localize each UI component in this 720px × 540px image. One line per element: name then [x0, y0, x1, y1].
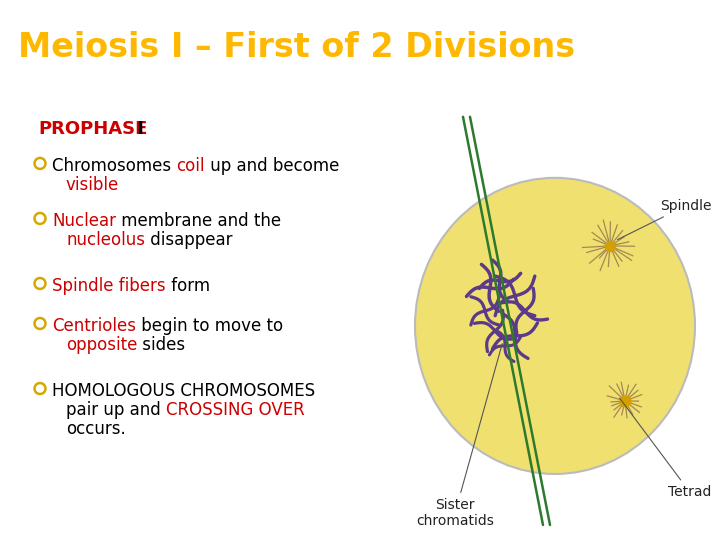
Text: Centrioles: Centrioles	[52, 317, 136, 335]
Text: Spindle: Spindle	[618, 199, 711, 240]
Text: Spindle fibers: Spindle fibers	[52, 277, 166, 295]
Text: coil: coil	[176, 157, 205, 175]
Text: Chromosomes: Chromosomes	[52, 157, 176, 175]
Bar	[622, 396, 628, 406]
Text: HOMOLOGOUS CHROMOSOMES: HOMOLOGOUS CHROMOSOMES	[52, 382, 315, 400]
Text: CROSSING OVER: CROSSING OVER	[166, 401, 305, 419]
Ellipse shape	[415, 178, 695, 474]
Bar	[620, 398, 630, 404]
Text: up and become: up and become	[205, 157, 339, 175]
Text: pair up and: pair up and	[66, 401, 166, 419]
Text: begin to move to: begin to move to	[136, 317, 283, 335]
Text: Nuclear: Nuclear	[52, 212, 116, 230]
Text: membrane and the: membrane and the	[116, 212, 281, 230]
Text: nucleolus: nucleolus	[66, 231, 145, 249]
Text: form: form	[166, 277, 210, 295]
Text: opposite: opposite	[66, 336, 138, 354]
Text: Tetrad: Tetrad	[620, 398, 711, 499]
Text: visible: visible	[66, 176, 120, 194]
Text: I: I	[131, 120, 144, 138]
Bar	[607, 241, 613, 251]
Text: Meiosis I – First of 2 Divisions: Meiosis I – First of 2 Divisions	[18, 31, 575, 64]
Text: disappear: disappear	[145, 231, 233, 249]
Text: PROPHASE: PROPHASE	[38, 120, 148, 138]
Text: occurs.: occurs.	[66, 420, 126, 438]
Bar	[605, 243, 615, 249]
Text: sides: sides	[138, 336, 186, 354]
Text: Sister
chromatids: Sister chromatids	[416, 343, 503, 528]
